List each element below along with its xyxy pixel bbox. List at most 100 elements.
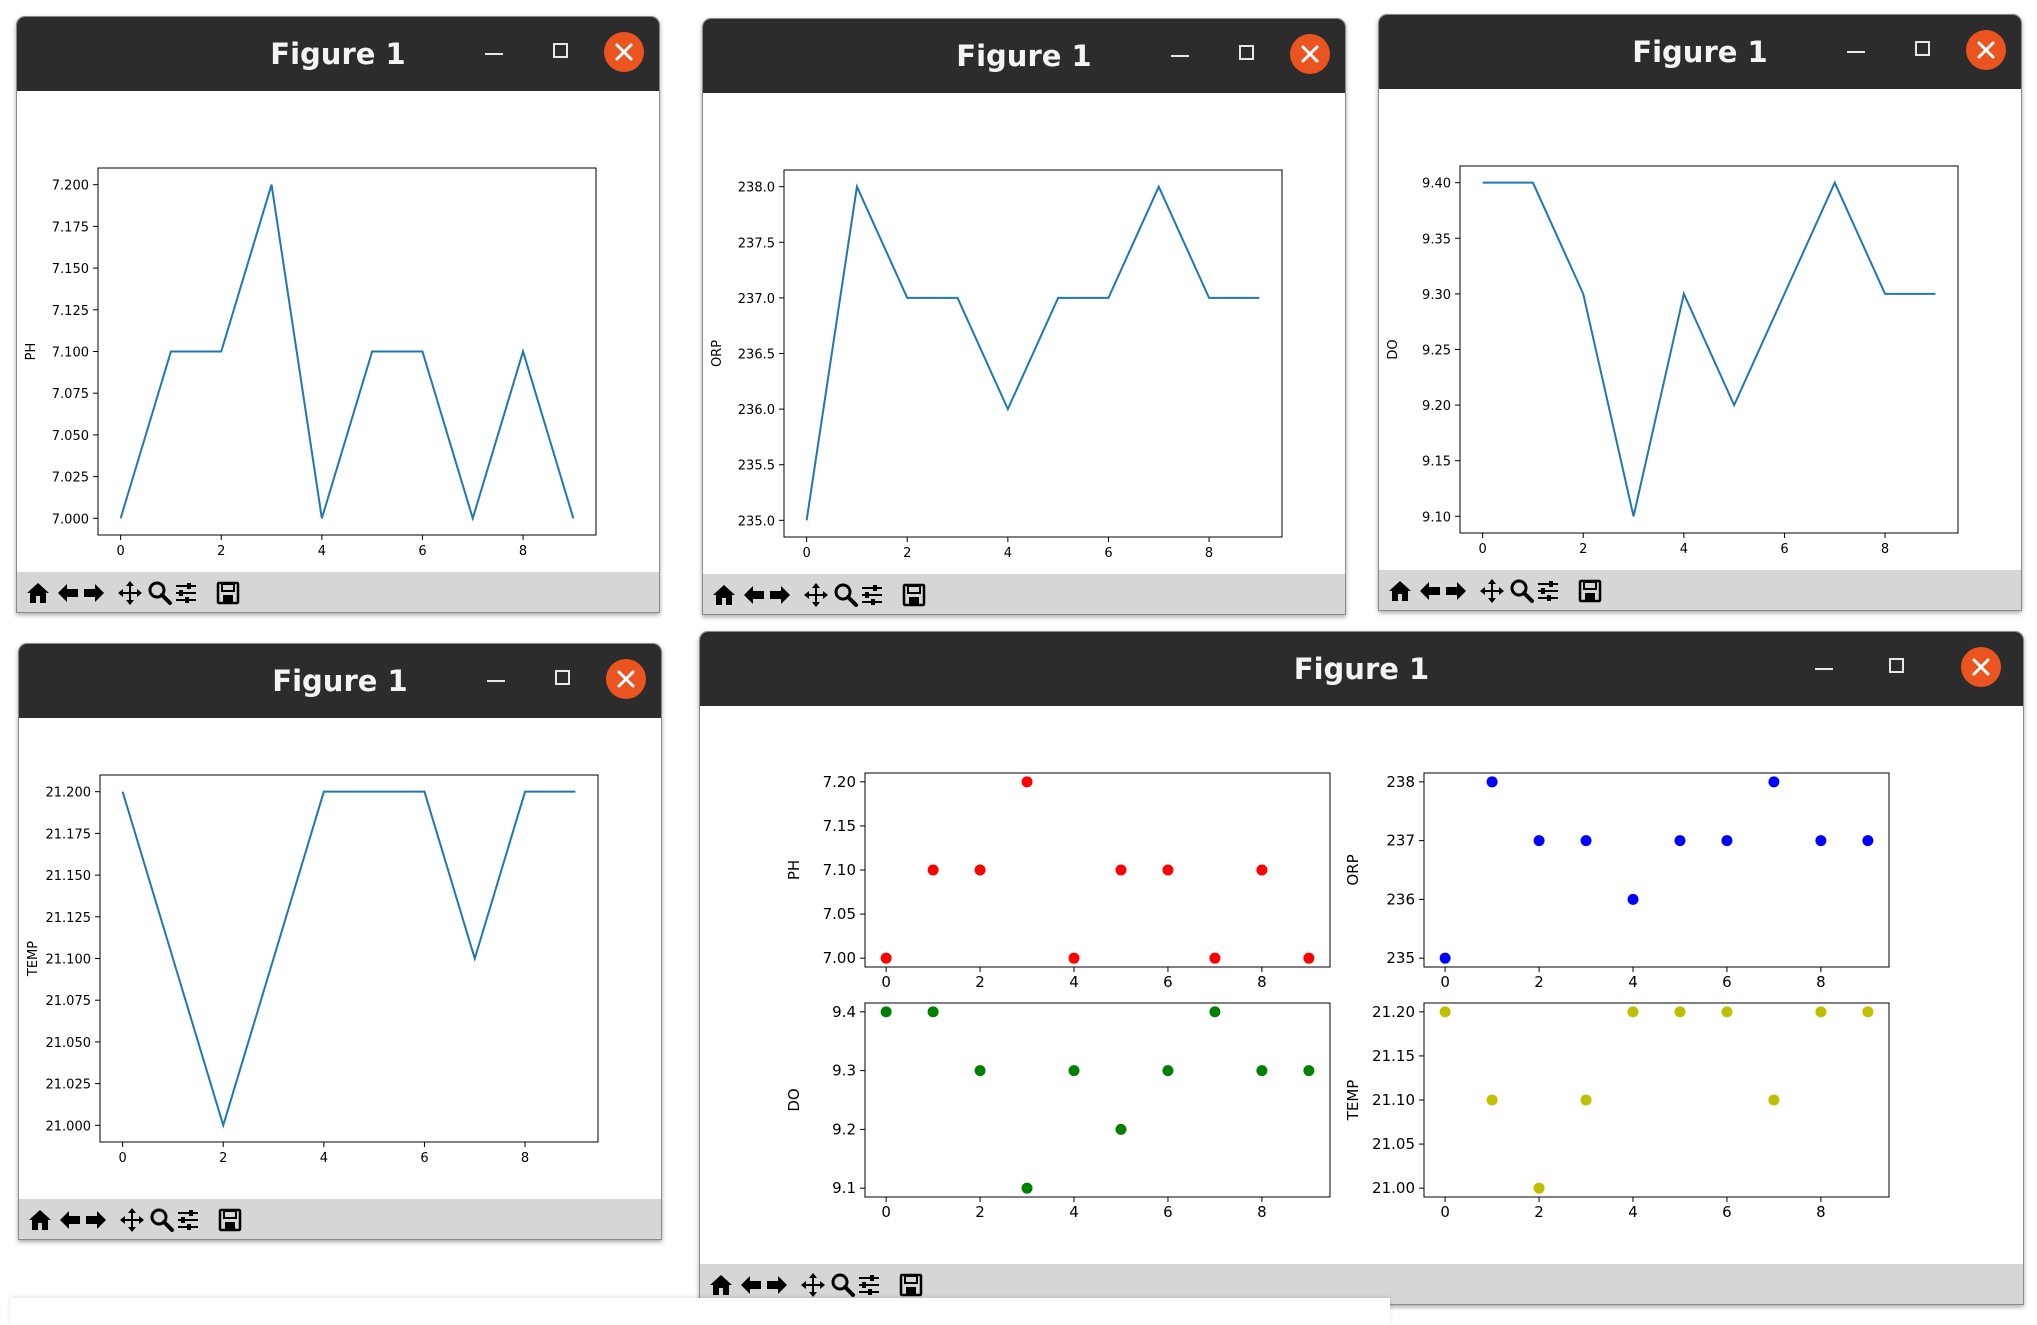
x-tick-label: 0 [116, 544, 124, 559]
forward-arrow-icon [1446, 582, 1466, 600]
pan-button[interactable] [1479, 578, 1505, 604]
close-button[interactable] [606, 659, 646, 699]
pan-icon [118, 581, 142, 605]
y-tick-label: 7.200 [52, 179, 89, 194]
window-title: Figure 1 [956, 39, 1092, 73]
x-tick-label: 6 [1780, 542, 1788, 557]
home-button[interactable] [25, 580, 51, 606]
close-button[interactable] [604, 32, 644, 72]
forward-arrow-button[interactable] [1443, 578, 1469, 604]
home-button[interactable] [708, 1272, 734, 1298]
pan-button[interactable] [803, 582, 829, 608]
x-tick-label: 2 [217, 544, 225, 559]
y-tick-label: 21.10 [1372, 1091, 1415, 1109]
forward-arrow-button[interactable] [83, 1207, 109, 1233]
maximize-button[interactable] [555, 670, 570, 685]
configure-subplots-button[interactable] [856, 1272, 882, 1298]
data-point [1162, 1065, 1174, 1077]
data-point [1486, 1094, 1498, 1106]
orp-scatter-subplot: 0 2 4 6 8 235 236 237 238 ORP [1344, 772, 1890, 991]
maximize-button[interactable] [553, 43, 568, 58]
close-button[interactable] [1966, 30, 2006, 70]
save-button[interactable] [901, 582, 927, 608]
x-tick-label: 6 [420, 1151, 428, 1166]
close-button[interactable] [1961, 647, 2001, 687]
data-point [1303, 952, 1315, 964]
save-button[interactable] [217, 1207, 243, 1233]
x-tick-label: 8 [1257, 1203, 1267, 1221]
minimize-button[interactable] [485, 53, 503, 55]
zoom-button[interactable] [833, 582, 859, 608]
window-titlebar[interactable]: Figure 1 [17, 17, 659, 91]
minimize-button[interactable] [1171, 55, 1189, 57]
window-titlebar[interactable]: Figure 1 [19, 644, 661, 718]
data-point [1439, 1006, 1451, 1018]
axes-frame [864, 1002, 1331, 1198]
home-button[interactable] [27, 1207, 53, 1233]
minimize-button[interactable] [1847, 51, 1865, 53]
figure-canvas[interactable]: 0 2 4 6 8 7.000 7.025 7.050 7.075 7.100 7.125 7.150… [17, 91, 659, 574]
x-tick-label: 4 [1628, 1203, 1638, 1221]
x-tick-label: 0 [118, 1151, 126, 1166]
window-titlebar[interactable]: Figure 1 [700, 632, 2023, 706]
back-arrow-button[interactable] [55, 580, 81, 606]
data-point [1721, 835, 1733, 847]
back-arrow-icon [1420, 582, 1440, 600]
forward-arrow-button[interactable] [764, 1272, 790, 1298]
y-tick-label: 7.125 [52, 304, 89, 319]
x-tick-label: 4 [1680, 542, 1688, 557]
close-button[interactable] [1290, 34, 1330, 74]
data-point [1862, 835, 1874, 847]
home-button[interactable] [1387, 578, 1413, 604]
zoom-button[interactable] [147, 580, 173, 606]
data-point [1115, 1123, 1127, 1135]
save-button[interactable] [898, 1272, 924, 1298]
minimize-button[interactable] [1815, 668, 1833, 670]
y-tick-label: 235.5 [738, 459, 775, 474]
y-tick-label: 21.200 [46, 786, 92, 801]
zoom-button[interactable] [149, 1207, 175, 1233]
navigation-toolbar [17, 572, 659, 612]
pan-icon [801, 1273, 825, 1297]
y-tick-label: 235 [1386, 949, 1415, 967]
save-icon [216, 581, 240, 605]
pan-button[interactable] [800, 1272, 826, 1298]
y-tick-label: 9.10 [1422, 510, 1451, 525]
configure-subplots-button[interactable] [173, 580, 199, 606]
forward-arrow-icon [84, 584, 104, 602]
zoom-button[interactable] [1509, 578, 1535, 604]
forward-arrow-button[interactable] [81, 580, 107, 606]
pan-button[interactable] [119, 1207, 145, 1233]
figure-canvas[interactable]: 0 2 4 6 8 9.10 9.15 9.20 9.25 9.30 9.35 9.40 DO [1379, 89, 2021, 572]
save-button[interactable] [1577, 578, 1603, 604]
pan-button[interactable] [117, 580, 143, 606]
configure-subplots-button[interactable] [1535, 578, 1561, 604]
window-titlebar[interactable]: Figure 1 [1379, 15, 2021, 89]
maximize-button[interactable] [1239, 45, 1254, 60]
y-tick-label: 9.1 [832, 1179, 856, 1197]
forward-arrow-button[interactable] [767, 582, 793, 608]
save-icon [1578, 579, 1602, 603]
forward-arrow-icon [767, 1276, 787, 1294]
data-point [1303, 1065, 1315, 1077]
maximize-button[interactable] [1889, 658, 1904, 673]
maximize-button[interactable] [1915, 41, 1930, 56]
y-tick-label: 7.05 [823, 905, 856, 923]
back-arrow-button[interactable] [1417, 578, 1443, 604]
back-arrow-button[interactable] [741, 582, 767, 608]
zoom-button[interactable] [830, 1272, 856, 1298]
x-tick-label: 8 [1257, 973, 1267, 991]
home-button[interactable] [711, 582, 737, 608]
figure-canvas[interactable]: 0 2 4 6 8 21.000 21.025 21.050 21.075 21.100 21.12… [19, 718, 661, 1201]
configure-subplots-icon [862, 585, 882, 605]
back-arrow-button[interactable] [57, 1207, 83, 1233]
save-button[interactable] [215, 580, 241, 606]
configure-subplots-button[interactable] [859, 582, 885, 608]
window-titlebar[interactable]: Figure 1 [703, 19, 1345, 93]
minimize-button[interactable] [487, 680, 505, 682]
configure-subplots-button[interactable] [175, 1207, 201, 1233]
figure-canvas[interactable]: 0 2 4 6 8 7.00 7.05 7.10 7.15 7.20 PH 0 2 4 6 8 235 236 2… [700, 706, 2023, 1264]
data-point [1721, 1006, 1733, 1018]
back-arrow-button[interactable] [738, 1272, 764, 1298]
figure-canvas[interactable]: 0 2 4 6 8 235.0 235.5 236.0 236.5 237.0 237.5 238.0… [703, 93, 1345, 576]
